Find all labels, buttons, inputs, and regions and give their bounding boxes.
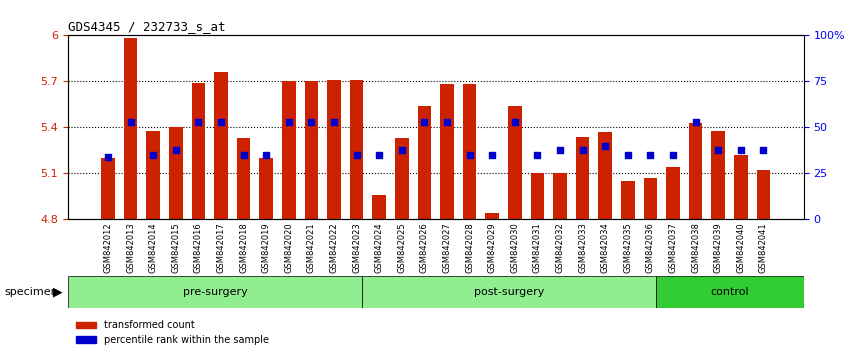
Point [146, 152, 160, 158]
Bar [553, 173, 567, 219]
Point [530, 152, 544, 158]
Point [169, 147, 183, 152]
Text: ▶: ▶ [53, 286, 63, 298]
Point [327, 119, 341, 125]
Point [124, 119, 137, 125]
Text: pre-surgery: pre-surgery [183, 287, 247, 297]
Bar [282, 81, 295, 219]
Point [756, 147, 770, 152]
Bar [667, 167, 680, 219]
Bar [349, 80, 363, 219]
Text: control: control [711, 287, 750, 297]
Legend: transformed count, percentile rank within the sample: transformed count, percentile rank withi… [73, 316, 272, 349]
Point [418, 119, 431, 125]
Point [463, 152, 476, 158]
Bar [440, 85, 453, 219]
Point [237, 152, 250, 158]
Point [440, 119, 453, 125]
Text: GDS4345 / 232733_s_at: GDS4345 / 232733_s_at [68, 20, 225, 33]
Point [644, 152, 657, 158]
Point [711, 147, 725, 152]
Bar [621, 181, 634, 219]
Bar [734, 155, 748, 219]
Bar [102, 158, 115, 219]
Bar [260, 158, 273, 219]
Bar [237, 138, 250, 219]
Point [214, 119, 228, 125]
Bar [756, 170, 770, 219]
Point [667, 152, 680, 158]
Bar [327, 80, 341, 219]
Bar [463, 85, 476, 219]
FancyBboxPatch shape [656, 276, 804, 308]
FancyBboxPatch shape [68, 276, 362, 308]
Bar [305, 81, 318, 219]
Point [372, 152, 386, 158]
Text: specimen: specimen [4, 287, 58, 297]
Bar [395, 138, 409, 219]
Bar [191, 83, 205, 219]
Bar [711, 131, 725, 219]
Point [621, 152, 634, 158]
Bar [644, 178, 657, 219]
Point [734, 147, 748, 152]
Text: post-surgery: post-surgery [474, 287, 545, 297]
Bar [689, 123, 702, 219]
Bar [508, 106, 522, 219]
Bar [486, 213, 499, 219]
Point [486, 152, 499, 158]
Bar [418, 106, 431, 219]
Bar [576, 137, 590, 219]
Bar [372, 195, 386, 219]
Point [102, 154, 115, 160]
Point [508, 119, 522, 125]
Point [305, 119, 318, 125]
FancyBboxPatch shape [362, 276, 656, 308]
Bar [124, 39, 137, 219]
Point [260, 152, 273, 158]
Point [349, 152, 363, 158]
Point [689, 119, 702, 125]
Point [191, 119, 205, 125]
Bar [146, 131, 160, 219]
Bar [598, 132, 612, 219]
Bar [530, 173, 544, 219]
Bar [214, 72, 228, 219]
Point [598, 143, 612, 149]
Point [553, 147, 567, 152]
Point [576, 147, 590, 152]
Point [282, 119, 295, 125]
Bar [169, 127, 183, 219]
Point [395, 147, 409, 152]
